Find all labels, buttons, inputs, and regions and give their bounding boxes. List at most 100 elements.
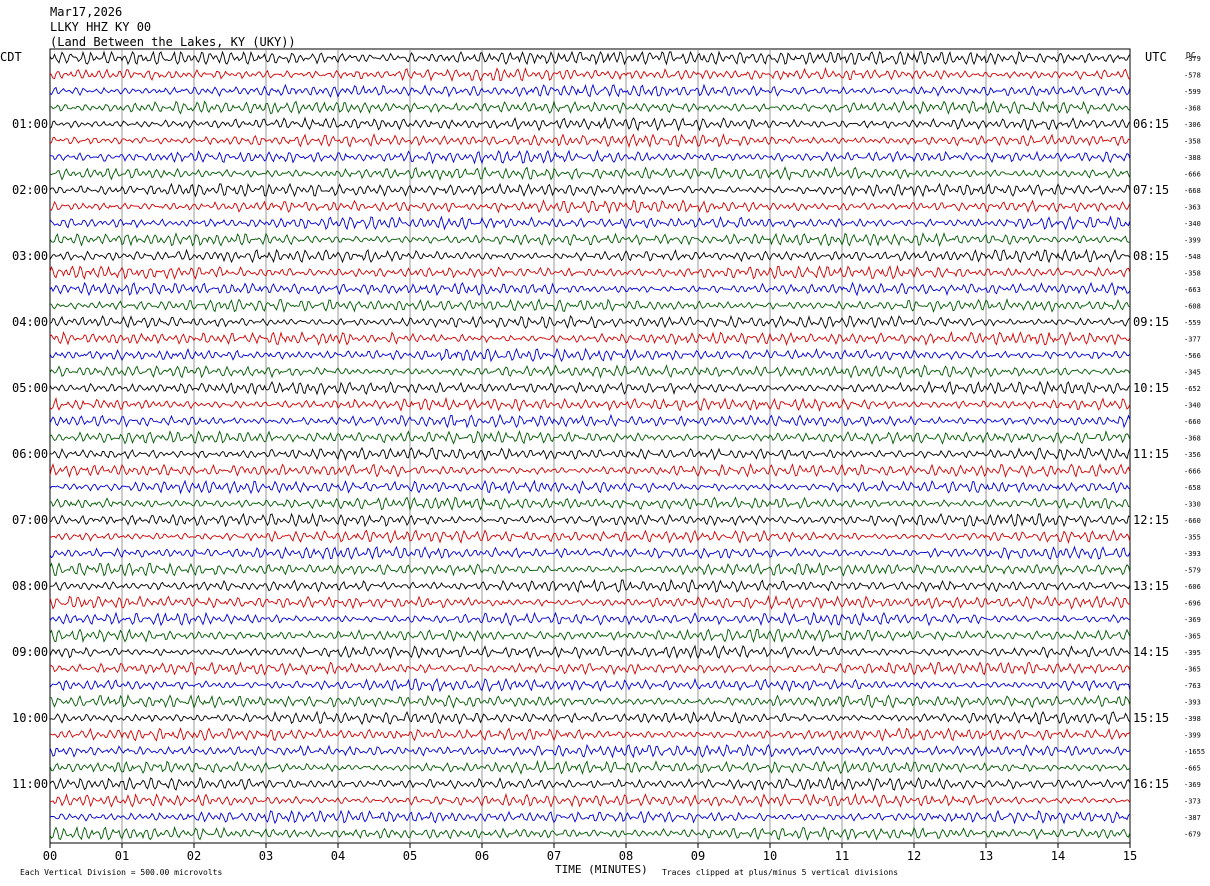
trace-row-31	[49, 562, 1131, 577]
trace-row-10	[49, 215, 1131, 231]
left-hour-label: 02:00	[12, 183, 48, 197]
dc-offset-label: -358	[1184, 270, 1201, 278]
trace-row-26	[49, 479, 1131, 495]
dc-offset-label: -606	[1184, 583, 1201, 591]
trace-row-25	[49, 463, 1131, 479]
dc-offset-label: -387	[1184, 814, 1201, 822]
left-hour-label: 01:00	[12, 117, 48, 131]
dc-offset-label: -373	[1184, 798, 1201, 806]
left-hour-labels: 01:00 02:00 03:00 04:00 05:00 06:00 07:00 08:00…	[12, 117, 48, 791]
dc-offset-label: -368	[1184, 105, 1201, 113]
trace-row-45	[49, 792, 1131, 808]
trace-row-44	[49, 776, 1131, 792]
x-tick-label: 08	[619, 849, 633, 863]
dc-offset-label: -566	[1184, 352, 1201, 360]
right-hour-label: 12:15	[1133, 513, 1169, 527]
dc-offset-label: -345	[1184, 369, 1201, 377]
right-hour-label: 06:15	[1133, 117, 1169, 131]
trace-row-21	[49, 396, 1131, 413]
dc-offset-label: -548	[1184, 253, 1201, 261]
x-tick-label: 01	[115, 849, 129, 863]
x-tick-label: 12	[907, 849, 921, 863]
trace-row-17	[49, 331, 1131, 347]
x-axis-label: TIME (MINUTES)	[555, 863, 648, 876]
trace-row-6	[49, 149, 1131, 165]
dc-offset-label: -377	[1184, 336, 1201, 344]
dc-offset-label: -358	[1184, 138, 1201, 146]
dc-offset-label: -696	[1184, 600, 1201, 608]
x-tick-label: 05	[403, 849, 417, 863]
dc-offset-label: -340	[1184, 220, 1201, 228]
left-timezone-label: CDT	[0, 50, 22, 64]
trace-row-0	[49, 50, 1131, 66]
dc-offset-label: -1655	[1184, 748, 1205, 756]
trace-row-14	[49, 281, 1131, 297]
x-tick-label: 10	[763, 849, 777, 863]
dc-offset-label: -679	[1184, 831, 1201, 839]
dc-offset-label: -355	[1184, 534, 1201, 542]
x-tick-label: 14	[1051, 849, 1065, 863]
dc-offset-label: -663	[1184, 286, 1201, 294]
dc-offset-label: -393	[1184, 550, 1201, 558]
dc-offset-label: -398	[1184, 715, 1201, 723]
right-hour-label: 15:15	[1133, 711, 1169, 725]
trace-row-18	[49, 347, 1131, 363]
trace-row-24	[49, 446, 1131, 462]
left-hour-label: 10:00	[12, 711, 48, 725]
dc-offset-label: -368	[1184, 435, 1201, 443]
dc-offset-label: -306	[1184, 121, 1201, 129]
right-hour-label: 14:15	[1133, 645, 1169, 659]
trace-row-38	[49, 677, 1131, 693]
clip-note: Traces clipped at plus/minus 5 vertical …	[662, 868, 898, 877]
trace-row-7	[49, 166, 1131, 181]
x-tick-label: 02	[187, 849, 201, 863]
trace-row-9	[49, 199, 1131, 215]
dc-offset-label: -668	[1184, 187, 1201, 195]
dc-offset-label: -666	[1184, 171, 1201, 179]
x-tick-label: 11	[835, 849, 849, 863]
x-tick-labels: 00 01 02 03 04 05 06 07 08 09 10 11 12 13 14 15	[43, 849, 1137, 863]
trace-group	[49, 50, 1131, 841]
dc-label: DC	[1186, 51, 1196, 60]
right-hour-label: 10:15	[1133, 381, 1169, 395]
right-hour-label: 11:15	[1133, 447, 1169, 461]
x-tick-label: 07	[547, 849, 561, 863]
trace-row-32	[49, 578, 1131, 593]
left-hour-label: 03:00	[12, 249, 48, 263]
dc-offset-label: -356	[1184, 451, 1201, 459]
dc-offset-label: -652	[1184, 385, 1201, 393]
trace-row-3	[49, 100, 1131, 115]
dc-offset-label: -666	[1184, 468, 1201, 476]
right-hour-label: 09:15	[1133, 315, 1169, 329]
trace-row-12	[49, 248, 1131, 264]
scale-note: Each Vertical Division = 500.00 microvol…	[20, 868, 222, 877]
dc-offset-label: -399	[1184, 237, 1201, 245]
dc-offset-label: -369	[1184, 616, 1201, 624]
trace-row-40	[49, 710, 1131, 726]
trace-row-4	[49, 116, 1131, 132]
dc-offset-label: -599	[1184, 88, 1201, 96]
trace-row-22	[49, 413, 1131, 429]
dc-offset-label: -658	[1184, 484, 1201, 492]
trace-row-33	[49, 594, 1131, 610]
left-hour-label: 04:00	[12, 315, 48, 329]
trace-row-15	[49, 297, 1131, 313]
trace-row-42	[49, 743, 1131, 759]
left-hour-label: 06:00	[12, 447, 48, 461]
header-date: Mar17,2026	[50, 5, 122, 19]
x-tick-label: 03	[259, 849, 273, 863]
left-hour-label: 11:00	[12, 777, 48, 791]
dc-offset-label: -578	[1184, 72, 1201, 80]
right-hour-label: 13:15	[1133, 579, 1169, 593]
trace-row-16	[49, 314, 1131, 329]
dc-offset-label: -365	[1184, 666, 1201, 674]
trace-row-11	[49, 232, 1131, 247]
dc-offset-label: -388	[1184, 154, 1201, 162]
trace-row-30	[49, 545, 1131, 561]
trace-row-41	[49, 727, 1131, 742]
trace-row-13	[49, 264, 1131, 280]
dc-offset-label: -399	[1184, 732, 1201, 740]
trace-row-47	[49, 825, 1131, 841]
dc-offset-label: -665	[1184, 765, 1201, 773]
